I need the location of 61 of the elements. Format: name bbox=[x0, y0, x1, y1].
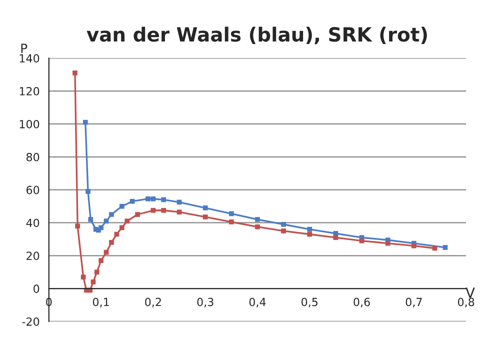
point bbox=[88, 217, 94, 222]
y-tick-label: 120 bbox=[20, 87, 40, 96]
point bbox=[94, 270, 100, 275]
point bbox=[333, 235, 338, 240]
point bbox=[90, 280, 96, 284]
x-tick-label: 0,8 bbox=[458, 298, 474, 308]
x-tick-label: 0,6 bbox=[354, 298, 370, 308]
point bbox=[119, 225, 124, 230]
point bbox=[150, 196, 156, 202]
point bbox=[72, 70, 78, 76]
x-tick-label: 0,7 bbox=[406, 298, 422, 308]
point bbox=[109, 240, 114, 245]
y-tick-label: -20 bbox=[22, 317, 40, 326]
y-tick-label: 20 bbox=[26, 252, 40, 260]
x-tick-label: 0,5 bbox=[302, 298, 318, 308]
point bbox=[104, 218, 109, 224]
y-tick-label: 80 bbox=[26, 152, 40, 162]
x-tick-label: 0,4 bbox=[249, 298, 266, 308]
point bbox=[307, 232, 312, 237]
point bbox=[202, 214, 208, 220]
y-tick-label: 40 bbox=[26, 218, 40, 228]
y-axis-title: P bbox=[21, 44, 28, 53]
point bbox=[109, 212, 114, 217]
point bbox=[130, 198, 135, 204]
y-tick-label: 100 bbox=[20, 120, 40, 128]
point bbox=[255, 217, 260, 222]
x-tick-label: 0,3 bbox=[197, 298, 214, 308]
point bbox=[150, 208, 156, 213]
x-axis-title: V bbox=[466, 288, 475, 298]
point bbox=[104, 250, 109, 255]
point bbox=[98, 225, 104, 230]
point bbox=[281, 228, 286, 234]
point bbox=[98, 258, 104, 264]
point bbox=[385, 240, 390, 246]
x-tick-label: 0,2 bbox=[145, 298, 161, 308]
point bbox=[359, 238, 364, 244]
point bbox=[202, 205, 208, 210]
point bbox=[228, 219, 234, 224]
point bbox=[119, 204, 124, 209]
point bbox=[442, 244, 448, 250]
point bbox=[80, 274, 86, 280]
point bbox=[307, 226, 312, 232]
point bbox=[255, 224, 260, 230]
point bbox=[161, 208, 166, 213]
y-tick-label: 140 bbox=[20, 54, 40, 63]
y-tick-label: 60 bbox=[26, 186, 40, 194]
point bbox=[228, 211, 234, 216]
point bbox=[176, 210, 182, 214]
point bbox=[176, 200, 182, 205]
point bbox=[86, 189, 90, 194]
point bbox=[146, 196, 150, 202]
y-tick-label: 0 bbox=[34, 284, 40, 293]
chart-title: van der Waals (blau), SRK (rot) bbox=[86, 26, 427, 44]
point bbox=[75, 224, 80, 228]
point bbox=[411, 243, 416, 248]
point bbox=[135, 212, 140, 217]
point bbox=[281, 222, 286, 227]
point bbox=[161, 197, 166, 202]
point bbox=[82, 120, 88, 125]
point bbox=[124, 218, 130, 224]
x-tick-label: 0,1 bbox=[92, 298, 109, 308]
